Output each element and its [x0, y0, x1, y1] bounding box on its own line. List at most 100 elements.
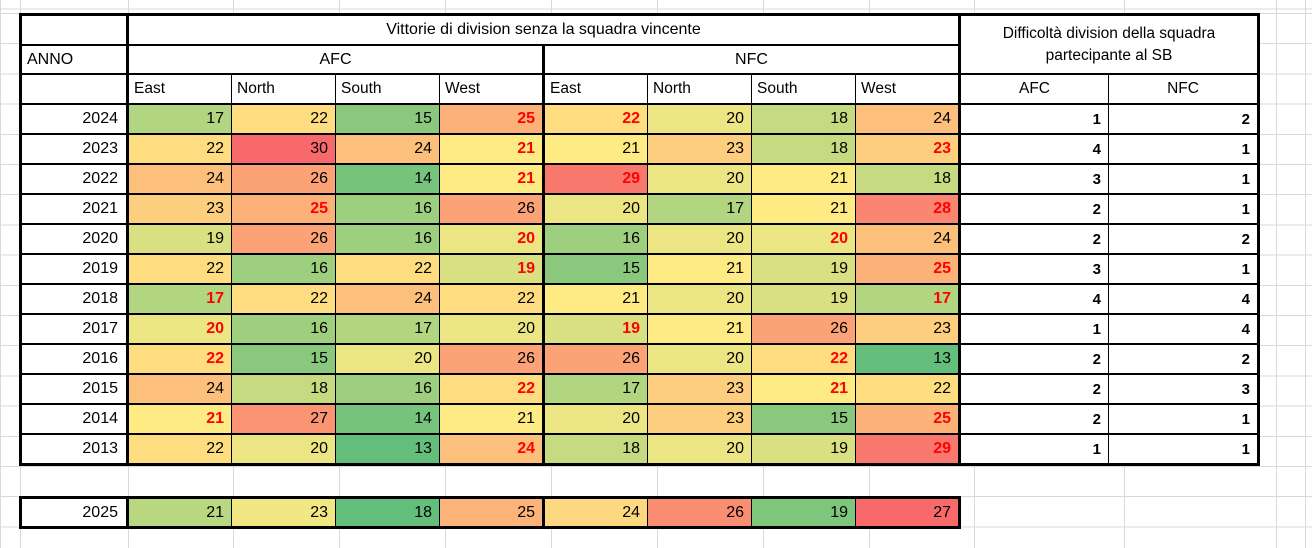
value-cell-afc[interactable]: 22	[231, 103, 336, 135]
value-cell-afc[interactable]: 22	[439, 283, 544, 315]
value-cell-nfc[interactable]: 20	[647, 343, 752, 375]
value-cell-afc[interactable]: 20	[335, 343, 440, 375]
value-cell-nfc[interactable]: 21	[542, 283, 648, 315]
value-cell-afc[interactable]: 22	[126, 343, 232, 375]
value-cell-nfc[interactable]: 13	[855, 343, 960, 375]
value-cell-afc[interactable]: 13	[335, 433, 440, 466]
value-cell-afc[interactable]: 24	[126, 163, 232, 195]
value-cell-afc[interactable]: 25	[439, 103, 544, 135]
year-cell[interactable]: 2019	[20, 253, 128, 285]
difficulty-value-nfc[interactable]: 3	[1108, 373, 1259, 405]
value-cell-nfc[interactable]: 20	[647, 163, 752, 195]
division-header-afc-south[interactable]: South	[335, 73, 440, 105]
value-cell-afc[interactable]: 22	[335, 253, 440, 285]
value-cell-nfc[interactable]: 20	[647, 283, 752, 315]
difficulty-value-afc[interactable]: 4	[958, 283, 1109, 315]
value-cell-nfc[interactable]: 23	[647, 403, 752, 435]
value-cell-afc[interactable]: 18	[335, 497, 440, 528]
year-cell[interactable]: 2017	[20, 313, 128, 345]
value-cell-afc[interactable]: 26	[231, 163, 336, 195]
year-cell[interactable]: 2014	[20, 403, 128, 435]
anno-subheader-cell[interactable]	[20, 73, 128, 105]
value-cell-afc[interactable]: 21	[126, 403, 232, 435]
difficulty-value-nfc[interactable]: 1	[1108, 193, 1259, 225]
difficulty-value-afc[interactable]: 1	[958, 313, 1109, 345]
value-cell-nfc[interactable]: 20	[647, 103, 752, 135]
difficulty-value-nfc[interactable]: 1	[1108, 163, 1259, 195]
value-cell-afc[interactable]: 23	[231, 497, 336, 528]
value-cell-nfc[interactable]: 21	[751, 163, 856, 195]
value-cell-nfc[interactable]: 21	[647, 253, 752, 285]
value-cell-afc[interactable]: 17	[335, 313, 440, 345]
value-cell-nfc[interactable]: 23	[647, 133, 752, 165]
year-cell[interactable]: 2013	[20, 433, 128, 466]
value-cell-afc[interactable]: 24	[439, 433, 544, 466]
value-cell-afc[interactable]: 27	[231, 403, 336, 435]
value-cell-afc[interactable]: 15	[335, 103, 440, 135]
value-cell-afc[interactable]: 19	[439, 253, 544, 285]
table-title[interactable]: Vittorie di division senza la squadra vi…	[126, 13, 960, 46]
difficulty-value-nfc[interactable]: 2	[1108, 223, 1259, 255]
difficulty-value-afc[interactable]: 2	[958, 223, 1109, 255]
value-cell-nfc[interactable]: 26	[751, 313, 856, 345]
difficulty-value-nfc[interactable]: 2	[1108, 103, 1259, 135]
difficulty-value-nfc[interactable]: 4	[1108, 313, 1259, 345]
value-cell-nfc[interactable]: 25	[855, 253, 960, 285]
difficulty-value-afc[interactable]: 2	[958, 373, 1109, 405]
division-header-nfc-west[interactable]: West	[855, 73, 960, 105]
difficulty-value-afc[interactable]: 3	[958, 253, 1109, 285]
value-cell-nfc[interactable]: 19	[542, 313, 648, 345]
value-cell-nfc[interactable]: 19	[751, 433, 856, 466]
value-cell-nfc[interactable]: 15	[751, 403, 856, 435]
value-cell-afc[interactable]: 25	[439, 497, 544, 528]
value-cell-afc[interactable]: 25	[231, 193, 336, 225]
value-cell-nfc[interactable]: 21	[542, 133, 648, 165]
year-cell[interactable]: 2022	[20, 163, 128, 195]
value-cell-afc[interactable]: 17	[126, 283, 232, 315]
value-cell-nfc[interactable]: 20	[542, 403, 648, 435]
division-header-afc-east[interactable]: East	[126, 73, 232, 105]
value-cell-nfc[interactable]: 20	[647, 223, 752, 255]
value-cell-afc[interactable]: 22	[231, 283, 336, 315]
difficulty-value-nfc[interactable]: 1	[1108, 433, 1259, 466]
value-cell-afc[interactable]: 16	[335, 223, 440, 255]
corner-cell[interactable]	[20, 13, 128, 46]
value-cell-nfc[interactable]: 23	[855, 133, 960, 165]
value-cell-nfc[interactable]: 24	[855, 103, 960, 135]
value-cell-afc[interactable]: 21	[439, 133, 544, 165]
year-cell[interactable]: 2023	[20, 133, 128, 165]
value-cell-nfc[interactable]: 29	[855, 433, 960, 466]
difficulty-title[interactable]: Difficoltà division della squadra partec…	[958, 13, 1259, 75]
value-cell-nfc[interactable]: 26	[542, 343, 648, 375]
afc-group-header[interactable]: AFC	[126, 44, 544, 75]
division-header-nfc-south[interactable]: South	[751, 73, 856, 105]
difficulty-value-afc[interactable]: 2	[958, 193, 1109, 225]
value-cell-afc[interactable]: 22	[126, 133, 232, 165]
value-cell-nfc[interactable]: 23	[647, 373, 752, 405]
value-cell-afc[interactable]: 16	[231, 313, 336, 345]
year-cell[interactable]: 2018	[20, 283, 128, 315]
value-cell-nfc[interactable]: 26	[647, 497, 752, 528]
value-cell-afc[interactable]: 24	[335, 133, 440, 165]
difficulty-value-nfc[interactable]: 4	[1108, 283, 1259, 315]
difficulty-header-afc[interactable]: AFC	[958, 73, 1109, 105]
difficulty-value-afc[interactable]: 1	[958, 433, 1109, 466]
value-cell-afc[interactable]: 22	[126, 253, 232, 285]
value-cell-afc[interactable]: 21	[126, 497, 232, 528]
value-cell-nfc[interactable]: 29	[542, 163, 648, 195]
value-cell-afc[interactable]: 26	[439, 343, 544, 375]
value-cell-afc[interactable]: 24	[335, 283, 440, 315]
division-header-afc-west[interactable]: West	[439, 73, 544, 105]
difficulty-value-afc[interactable]: 2	[958, 343, 1109, 375]
value-cell-nfc[interactable]: 17	[542, 373, 648, 405]
value-cell-afc[interactable]: 14	[335, 403, 440, 435]
year-cell[interactable]: 2025	[20, 497, 128, 528]
value-cell-nfc[interactable]: 21	[751, 373, 856, 405]
value-cell-afc[interactable]: 15	[231, 343, 336, 375]
value-cell-nfc[interactable]: 28	[855, 193, 960, 225]
value-cell-afc[interactable]: 20	[439, 223, 544, 255]
value-cell-nfc[interactable]: 20	[751, 223, 856, 255]
value-cell-nfc[interactable]: 20	[542, 193, 648, 225]
value-cell-nfc[interactable]: 25	[855, 403, 960, 435]
value-cell-afc[interactable]: 16	[335, 193, 440, 225]
